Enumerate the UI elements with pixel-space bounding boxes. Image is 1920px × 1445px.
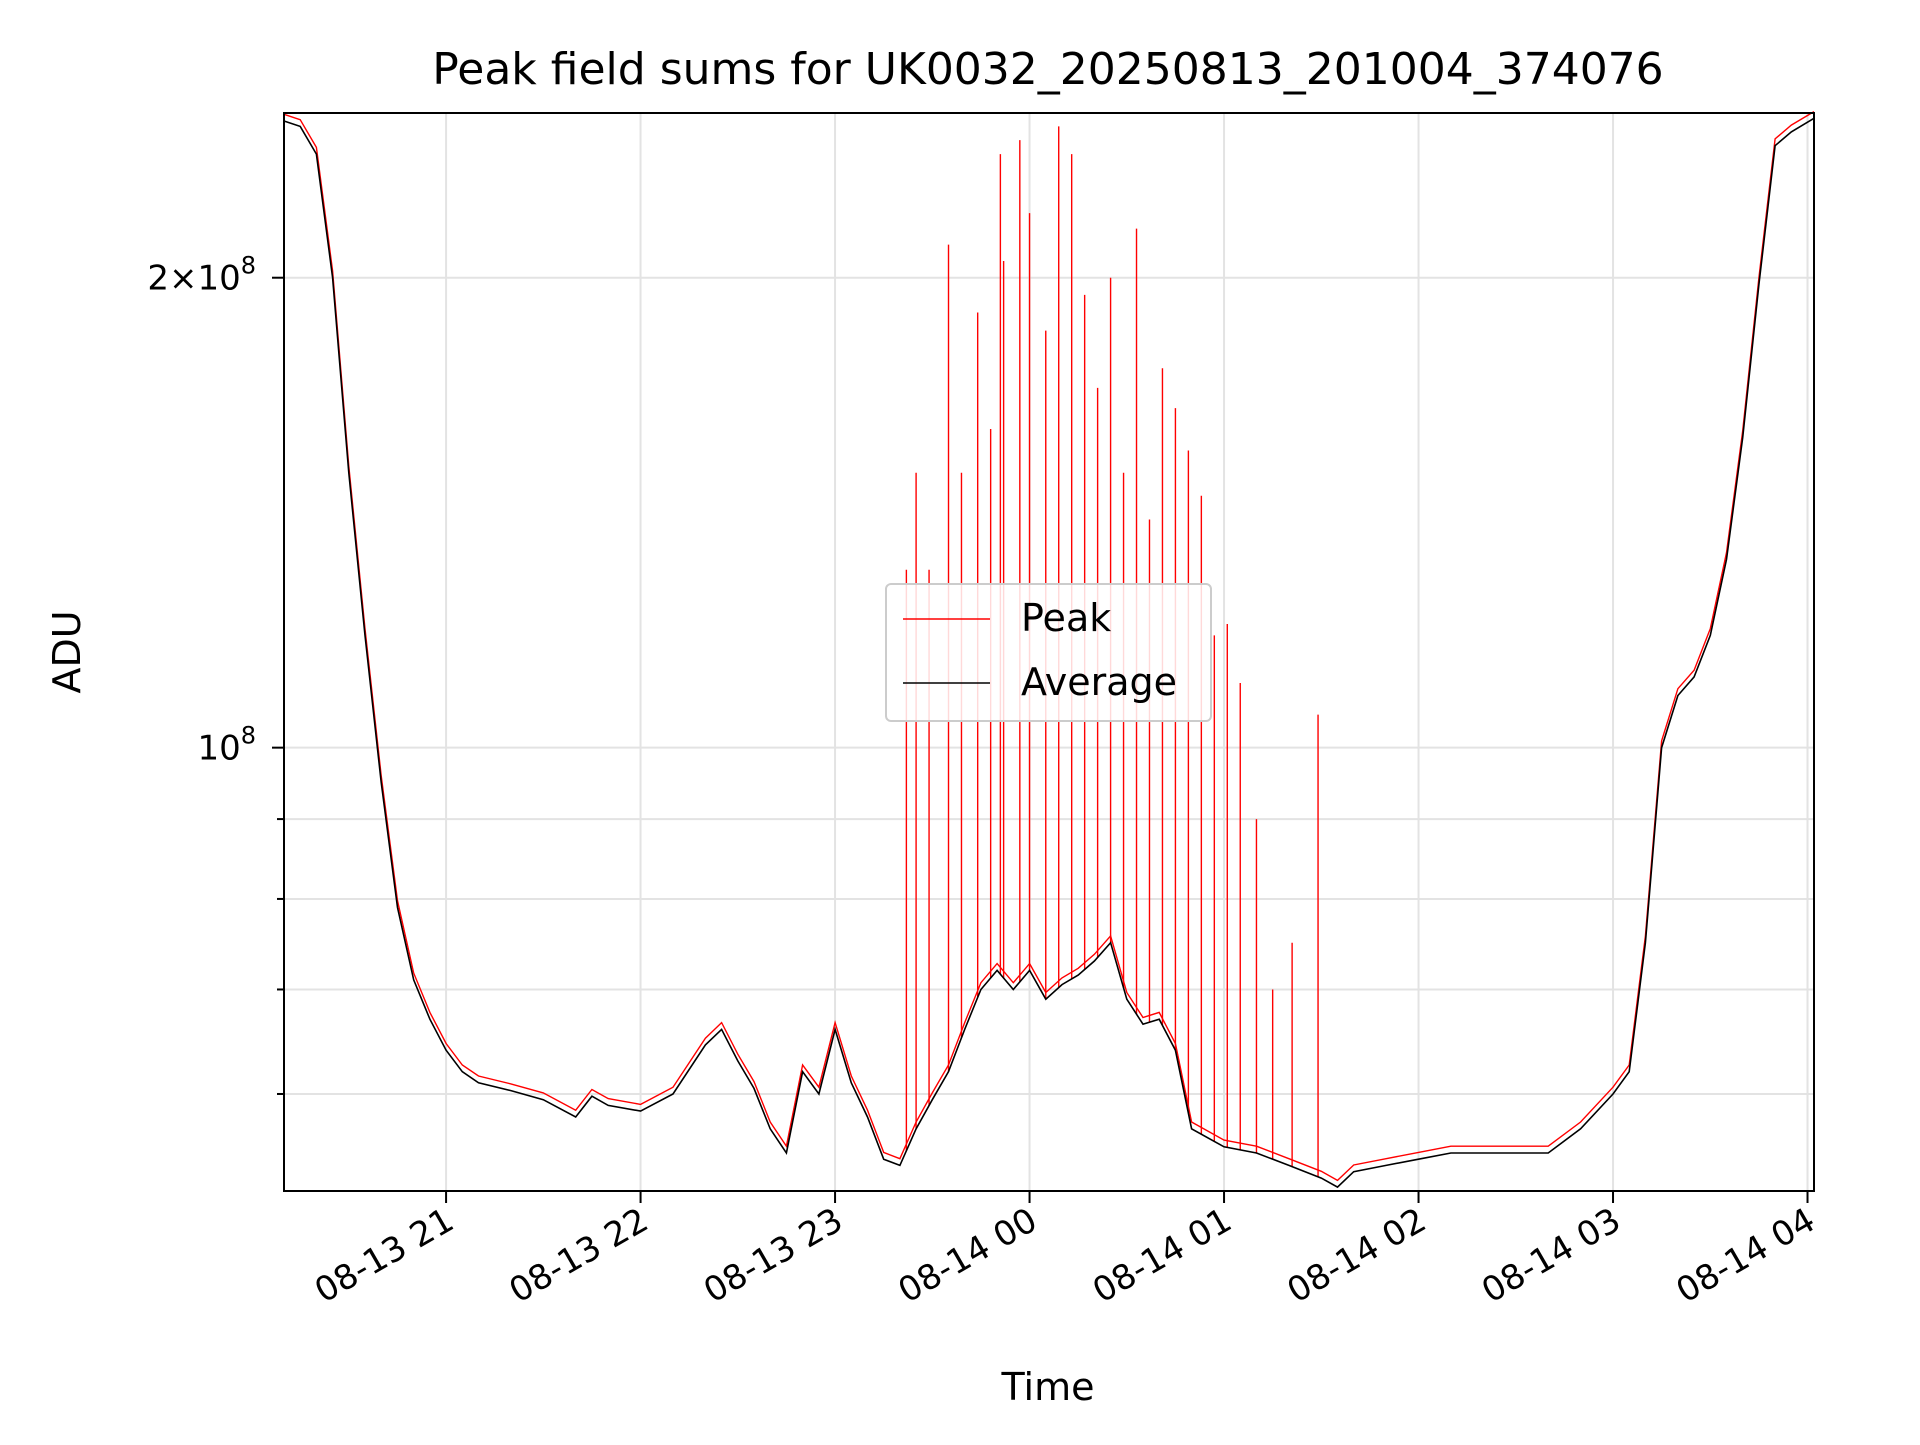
x-tick-label: 08-14 02 xyxy=(1281,1200,1433,1311)
y-axis-label: ADU xyxy=(45,610,89,693)
legend-average-label: Average xyxy=(1021,660,1177,704)
y-tick-label: 2×108 xyxy=(147,252,256,299)
series-layer xyxy=(283,110,1815,1189)
grid-layer xyxy=(284,113,1814,1191)
legend: Peak Average xyxy=(885,583,1212,722)
x-tick-label: 08-13 23 xyxy=(697,1200,849,1311)
x-axis-ticks: 08-13 21 08-13 22 08-13 23 08-14 00 08-14 01… xyxy=(308,1191,1822,1311)
x-tick-label: 08-14 03 xyxy=(1475,1200,1627,1311)
chart-title: Peak field sums for UK0032_20250813_2010… xyxy=(432,44,1663,95)
series-peak-line xyxy=(283,110,1815,1182)
x-tick-label: 08-14 01 xyxy=(1086,1200,1238,1311)
x-tick-label: 08-14 00 xyxy=(892,1200,1044,1311)
plot-frame xyxy=(283,112,1815,1192)
x-axis-label: Time xyxy=(1001,1365,1095,1409)
y-tick-label: 108 xyxy=(197,722,256,769)
x-tick-label: 08-13 21 xyxy=(308,1200,460,1311)
series-average-line xyxy=(283,117,1815,1189)
x-tick-label: 08-13 22 xyxy=(503,1200,655,1311)
y-axis-ticks: 108 2×108 xyxy=(147,252,284,1095)
x-tick-label: 08-14 04 xyxy=(1670,1200,1822,1311)
legend-peak-label: Peak xyxy=(1021,596,1111,640)
